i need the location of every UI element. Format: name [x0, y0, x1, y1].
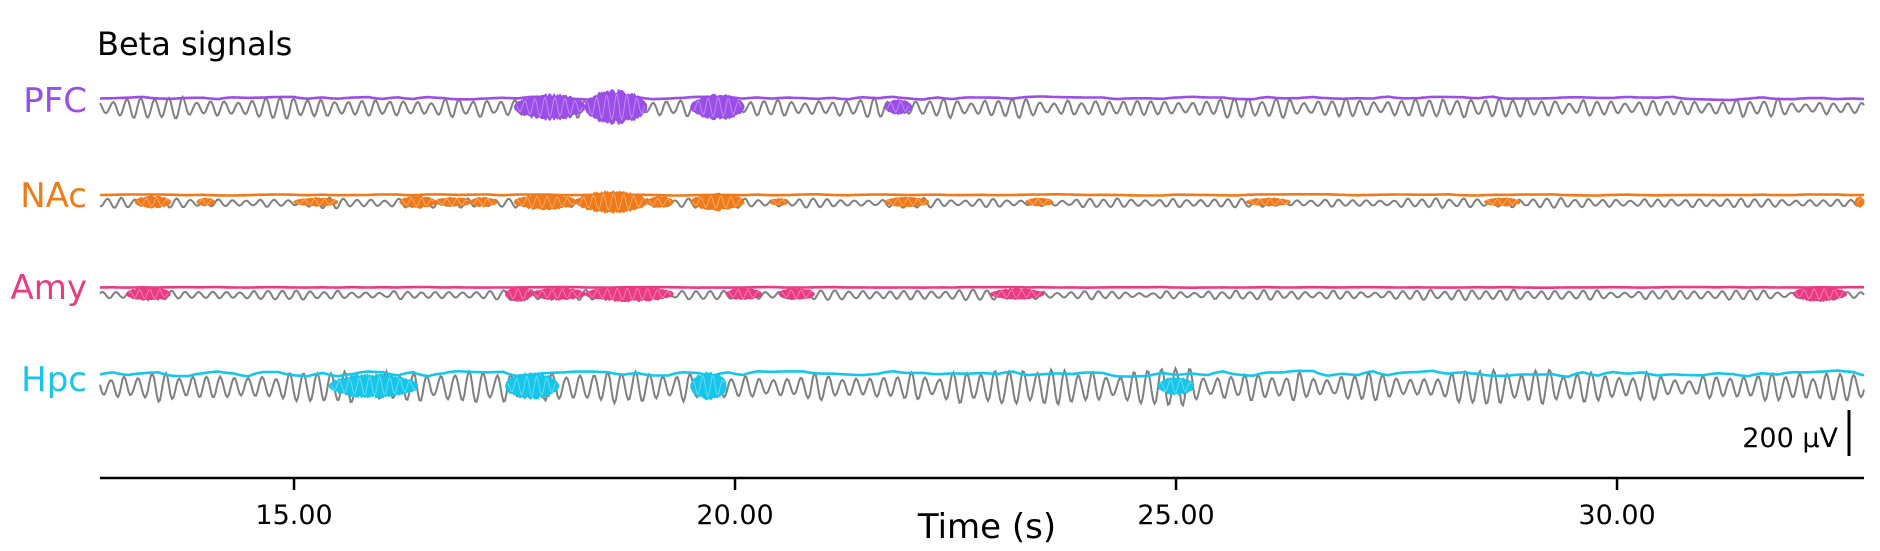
beta-burst: [469, 196, 498, 208]
raw-trace: [99, 365, 1865, 408]
beta-burst: [884, 99, 913, 115]
scale-bar-label: 200 µV: [1742, 423, 1838, 454]
burst-oscillation: [1248, 198, 1289, 206]
burst-oscillation: [648, 197, 671, 207]
beta-burst: [990, 288, 1045, 300]
channel-pfc: PFC: [23, 81, 1865, 125]
beta-burst: [584, 285, 674, 303]
beta-burst: [725, 287, 762, 301]
beta-burst: [1792, 286, 1847, 302]
beta-burst: [646, 196, 674, 208]
x-axis: 15.00 20.00 25.00 30.00: [100, 476, 1864, 531]
burst-oscillation: [136, 197, 169, 207]
burst-oscillation: [992, 289, 1042, 299]
burst-oscillation: [886, 101, 910, 113]
envelope-line: [100, 192, 1864, 197]
x-tick-label: 25.00: [1137, 500, 1214, 531]
x-tick-label: 20.00: [696, 500, 773, 531]
burst-oscillation: [128, 288, 169, 300]
channel-label: Hpc: [21, 360, 87, 400]
channel-amy: Amy: [11, 268, 1865, 308]
burst-oscillation: [198, 199, 213, 206]
channel-label: PFC: [23, 81, 87, 121]
burst-oscillation: [772, 199, 786, 205]
scale-bar: 200 µV: [1742, 410, 1851, 456]
beta-burst: [884, 196, 929, 208]
burst-oscillation: [507, 374, 557, 398]
burst-oscillation: [533, 289, 583, 299]
beta-burst: [690, 192, 745, 212]
burst-oscillation: [886, 198, 927, 206]
beta-burst: [769, 198, 788, 206]
beta-burst: [575, 190, 647, 214]
beta-burst: [134, 195, 171, 209]
burst-oscillation: [295, 198, 336, 206]
beta-burst: [1025, 197, 1054, 207]
beta-burst: [1854, 196, 1865, 208]
channel-label: NAc: [20, 176, 87, 216]
burst-oscillation: [692, 195, 742, 210]
burst-oscillation: [587, 287, 672, 301]
chart-title: Beta signals: [97, 25, 292, 63]
burst-oscillation: [692, 96, 742, 118]
channel-label: Amy: [11, 268, 88, 308]
beta-burst: [690, 93, 745, 121]
envelope-line: [99, 369, 1865, 379]
x-axis-label: Time (s): [917, 507, 1056, 547]
beta-burst: [328, 373, 418, 399]
burst-oscillation: [578, 193, 645, 212]
raw-trace: [99, 288, 1865, 302]
channel-hpc: Hpc: [21, 360, 1865, 408]
beta-burst: [1157, 376, 1194, 396]
burst-oscillation: [1160, 379, 1192, 393]
beta-burst: [293, 197, 338, 207]
x-tick-label: 15.00: [255, 500, 332, 531]
burst-oscillation: [437, 198, 469, 206]
burst-oscillation: [472, 198, 495, 206]
burst-oscillation: [728, 289, 760, 299]
burst-oscillation: [1795, 288, 1844, 301]
beta-burst: [690, 371, 727, 401]
raw-trace: [99, 196, 1865, 210]
raw-trace: [99, 94, 1865, 120]
burst-oscillation: [516, 96, 583, 118]
beta-burst: [1483, 197, 1521, 207]
channel-nac: NAc: [20, 176, 1865, 216]
beta-burst: [584, 89, 648, 125]
envelope-line: [100, 95, 1865, 102]
beta-burst: [778, 288, 815, 300]
beta-burst: [1245, 197, 1291, 207]
burst-oscillation: [507, 288, 530, 300]
x-tick-label: 30.00: [1578, 500, 1655, 531]
burst-oscillation: [401, 197, 434, 207]
beta-burst: [504, 372, 560, 400]
burst-oscillation: [1486, 198, 1518, 206]
beta-burst: [196, 197, 215, 207]
traces-group: PFC NAc Amy Hpc: [11, 81, 1865, 408]
burst-oscillation: [780, 289, 813, 299]
beta-burst: [125, 286, 171, 302]
beta-burst: [513, 93, 585, 121]
burst-oscillation: [516, 195, 575, 209]
burst-oscillation: [586, 93, 646, 122]
burst-oscillation: [330, 375, 416, 397]
burst-oscillation: [692, 374, 725, 398]
envelope-line: [99, 285, 1864, 290]
burst-oscillation: [1028, 198, 1051, 206]
burst-oscillation: [1856, 197, 1863, 204]
